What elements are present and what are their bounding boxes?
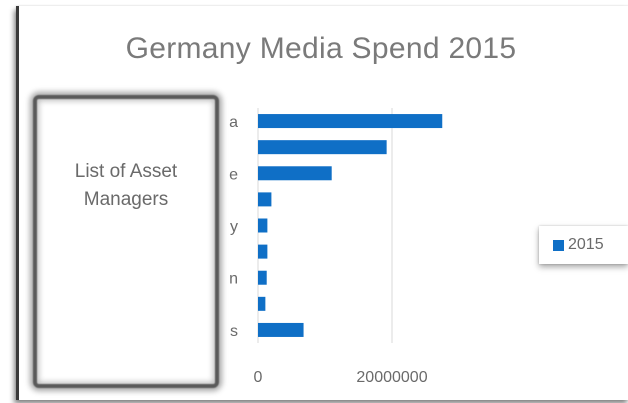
legend: 2015 — [539, 226, 628, 264]
x-tick-label-1: 20000000 — [356, 369, 427, 386]
category-label-6: n — [229, 271, 238, 288]
category-label-4: y — [230, 219, 238, 236]
bar-3 — [258, 192, 272, 207]
category-label-0: a — [229, 114, 238, 131]
bar-5 — [258, 244, 268, 259]
category-label-8: s — [230, 323, 238, 340]
legend-label-2015: 2015 — [568, 236, 604, 253]
bar-7 — [258, 296, 266, 311]
bar-1 — [258, 140, 387, 155]
bar-4 — [258, 218, 268, 233]
category-mask-label: List of Asset Managers — [74, 161, 178, 210]
x-tick-label-0: 0 — [254, 369, 263, 386]
legend-swatch — [553, 239, 564, 251]
bar-0 — [258, 114, 443, 129]
category-label-2: e — [229, 166, 238, 183]
category-mask-box — [33, 95, 219, 388]
bar-8 — [258, 322, 304, 337]
chart-title: Germany Media Spend 2015 — [125, 32, 517, 65]
bar-2 — [258, 166, 332, 181]
bar-6 — [258, 270, 267, 285]
